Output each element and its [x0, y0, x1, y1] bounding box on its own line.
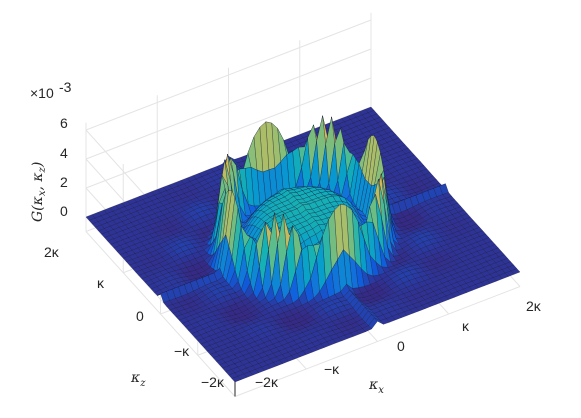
- surface-mesh: [85, 106, 521, 383]
- z-tick-2: 2: [60, 174, 68, 190]
- svg-text:-3: -3: [59, 79, 72, 95]
- kx-tick-mk: −κ: [324, 361, 340, 377]
- kz-tick-mk: −κ: [174, 343, 190, 359]
- axis-ticks: 0 2 4 6 ×10 -3 2κ κ 0 −κ −2κ −2κ −κ 0 κ …: [30, 79, 542, 390]
- kz-tick-0: 0: [136, 308, 144, 324]
- kx-axis-label: κx: [368, 377, 384, 396]
- z-tick-4: 4: [60, 145, 68, 161]
- grid-line: [85, 19, 372, 131]
- surface-cell: [231, 376, 242, 383]
- grid-line: [85, 77, 372, 189]
- g-axis-label: G(κx, κz): [30, 162, 48, 222]
- kx-tick-m2k: −2κ: [255, 374, 279, 390]
- z-tick-6: 6: [60, 115, 68, 131]
- kz-tick-k: κ: [97, 275, 105, 291]
- kz-axis-label: κz: [130, 370, 146, 389]
- grid-line: [85, 48, 372, 160]
- kx-tick-2k: 2κ: [526, 298, 542, 314]
- kz-tick-2k: 2κ: [44, 244, 60, 260]
- z-exponent-label: ×10 -3: [30, 79, 72, 101]
- kx-tick-0: 0: [397, 338, 405, 354]
- kx-tick-k: κ: [462, 318, 470, 334]
- kz-tick-m2k: −2κ: [201, 374, 225, 390]
- z-tick-0: 0: [60, 203, 68, 219]
- svg-text:×10: ×10: [30, 85, 54, 101]
